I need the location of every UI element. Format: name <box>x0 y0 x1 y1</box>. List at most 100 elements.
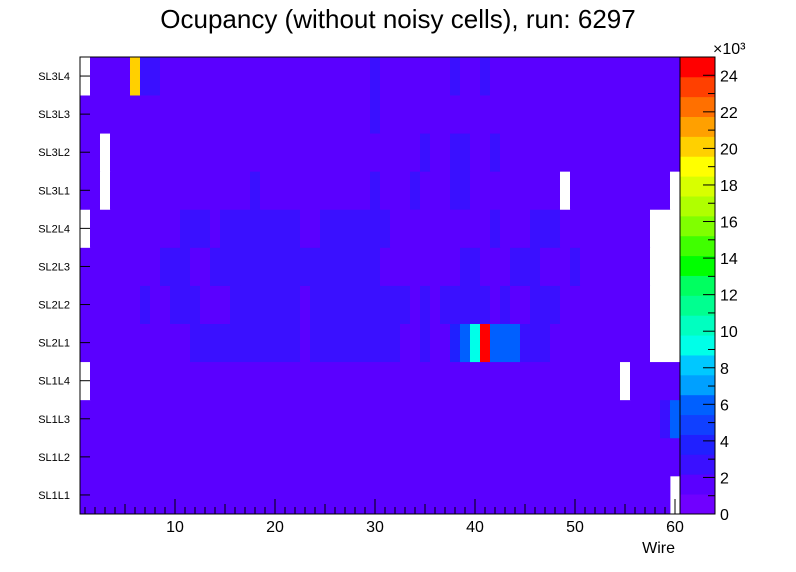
palette-swatch <box>680 275 715 296</box>
heatmap-cell <box>500 285 511 324</box>
heatmap-cell <box>440 285 451 324</box>
x-axis: 10 20 30 40 50 60 <box>84 499 684 536</box>
y-tick-label: SL3L3 <box>38 109 70 121</box>
heatmap-cell <box>130 57 141 96</box>
heatmap-cell <box>480 323 491 363</box>
heatmap-cell <box>570 247 581 286</box>
color-scale-multiplier: ×10³ <box>713 41 746 58</box>
y-tick-label: SL1L4 <box>38 376 70 388</box>
heatmap-cell <box>630 399 661 439</box>
heatmap-cell <box>580 133 681 172</box>
z-tick-label: 14 <box>720 251 738 268</box>
palette-swatch <box>680 255 715 276</box>
heatmap-cell <box>510 285 531 324</box>
heatmap-cell <box>380 171 411 210</box>
z-tick-label: 12 <box>720 288 738 305</box>
heatmap-cell <box>100 95 371 134</box>
heatmap-cell <box>90 285 141 324</box>
heatmap-cell <box>450 285 491 324</box>
heatmap-cell <box>460 247 481 286</box>
heatmap-cell <box>450 171 471 210</box>
heatmap-cell <box>250 171 261 210</box>
heatmap-cell <box>310 285 411 324</box>
heatmap-cell <box>300 285 311 324</box>
heatmap-cell <box>180 209 211 248</box>
heatmap-cell <box>450 57 461 96</box>
z-tick-label: 18 <box>720 178 738 195</box>
heatmap-cell <box>380 57 451 96</box>
heatmap-cell <box>90 323 191 363</box>
heatmap-cell <box>140 285 151 324</box>
heatmap-cell <box>640 323 651 363</box>
heatmap-cell <box>630 437 681 477</box>
heatmap-cell <box>210 209 221 248</box>
color-palette-bar <box>679 56 716 515</box>
y-tick-label: SL1L3 <box>38 414 70 426</box>
heatmap-cell <box>400 323 421 363</box>
y-tick-label: SL1L1 <box>38 490 70 502</box>
z-tick-label: 4 <box>720 434 729 451</box>
z-tick-label: 8 <box>720 361 729 378</box>
heatmap-cell <box>410 171 421 210</box>
heatmap-cell <box>170 285 201 324</box>
heatmap-cell <box>520 95 531 134</box>
heatmap-cell <box>210 247 241 286</box>
heatmap-cell <box>100 57 121 96</box>
heatmap-cell <box>630 209 641 248</box>
heatmap-cell <box>580 247 621 286</box>
heatmap-cell <box>640 285 651 324</box>
palette-swatch <box>680 136 715 157</box>
heatmap-cell <box>300 209 321 248</box>
heatmap-cell <box>100 171 111 210</box>
heatmap-cell <box>560 171 571 210</box>
y-tick-label: SL3L2 <box>38 147 70 159</box>
heatmap-cell <box>430 285 441 324</box>
palette-swatch <box>680 355 715 376</box>
z-tick-label: 6 <box>720 397 729 414</box>
heatmap-cell <box>490 133 501 172</box>
heatmap-cell <box>230 285 301 324</box>
palette-swatch <box>680 414 715 435</box>
heatmap-cell <box>420 323 431 363</box>
palette-swatch <box>680 235 715 257</box>
heatmap-cell <box>650 361 681 401</box>
heatmap-cell <box>300 323 311 363</box>
heatmap-cell <box>530 209 561 248</box>
heatmap-cell <box>550 323 631 363</box>
heatmap-cell <box>540 247 571 286</box>
heatmap-cell <box>500 133 571 172</box>
x-tick-label: 60 <box>666 519 684 536</box>
palette-swatch <box>680 96 715 118</box>
heatmap-cell <box>140 57 161 96</box>
palette-swatch <box>680 374 715 396</box>
heatmap-cell <box>480 57 491 96</box>
heatmap-cell <box>630 323 641 363</box>
heatmap-cell <box>90 399 631 439</box>
heatmap-cell <box>410 285 421 324</box>
heatmap-cell <box>620 361 631 401</box>
z-tick-label: 20 <box>720 141 738 158</box>
heatmap-cell <box>500 209 531 248</box>
heatmap-cell <box>90 247 161 286</box>
heatmap-cell <box>490 209 501 248</box>
y-tick-label: SL2L2 <box>38 300 70 312</box>
heatmap-cell <box>310 323 401 363</box>
heatmap-cell <box>640 361 651 401</box>
heatmap-cell <box>570 171 671 210</box>
heatmap-cell <box>80 437 101 477</box>
heatmap-cell <box>100 437 631 477</box>
z-tick-label: 22 <box>720 105 738 122</box>
palette-swatch <box>680 335 715 356</box>
y-tick-label: SL1L2 <box>38 452 70 464</box>
heatmap-cell <box>460 323 471 363</box>
heatmap-cell <box>220 209 301 248</box>
palette-swatch <box>680 494 715 515</box>
heatmap-cell <box>420 285 431 324</box>
x-tick-label: 50 <box>566 519 584 536</box>
heatmap-cell <box>660 399 671 439</box>
z-tick-label: 24 <box>720 68 738 85</box>
heatmap-cell <box>490 57 681 96</box>
palette-swatch <box>680 196 715 217</box>
heatmap-cell <box>470 323 481 363</box>
